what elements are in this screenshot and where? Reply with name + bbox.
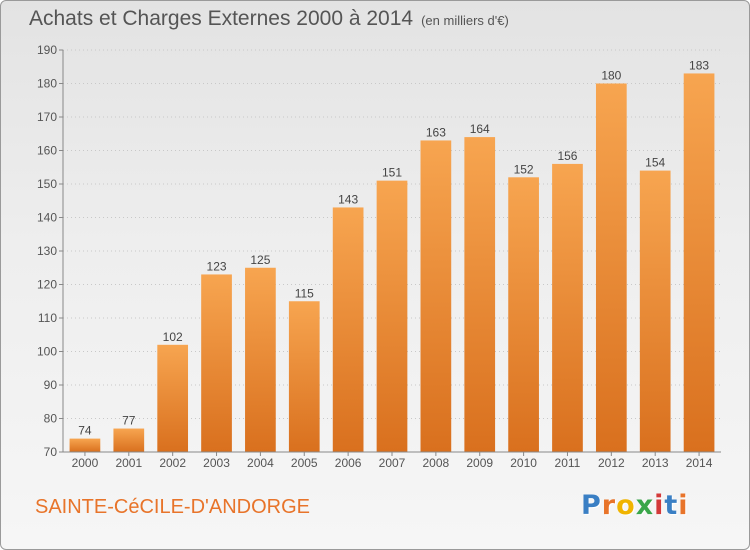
bar-value-label: 180 <box>601 69 621 83</box>
bar <box>595 83 627 452</box>
bar <box>288 301 320 452</box>
bar <box>639 170 671 452</box>
x-tick-label: 2006 <box>335 456 362 470</box>
x-tick-label: 2005 <box>291 456 318 470</box>
logo-letter: P <box>581 490 602 521</box>
chart-title-block: Achats et Charges Externes 2000 à 2014 (e… <box>29 7 509 31</box>
x-tick-label: 2004 <box>247 456 274 470</box>
bar-value-label: 152 <box>514 162 534 176</box>
bar <box>508 177 539 453</box>
logo-letter: r <box>601 490 617 521</box>
x-tick-label: 2014 <box>686 456 713 470</box>
y-tick-label: 130 <box>37 244 57 258</box>
x-tick-label: 2010 <box>510 456 537 470</box>
y-tick-label: 170 <box>37 110 57 124</box>
bar-value-label: 115 <box>295 286 314 300</box>
bar-value-label: 164 <box>470 122 490 136</box>
bar-value-label: 77 <box>122 414 136 428</box>
y-tick-label: 90 <box>44 378 58 392</box>
y-tick-label: 190 <box>37 43 57 57</box>
bar <box>69 438 101 452</box>
bar-value-label: 154 <box>645 156 665 170</box>
x-tick-label: 2009 <box>466 456 493 470</box>
bars <box>69 73 715 453</box>
logo-letter: x <box>635 490 655 521</box>
x-tick-label: 2011 <box>555 456 581 470</box>
bar <box>113 428 145 452</box>
x-tick-label: 2002 <box>159 456 186 470</box>
y-tick-label: 140 <box>37 211 57 225</box>
bar-value-label: 102 <box>163 330 183 344</box>
axes: 70 80 90 100 110 120 130 140 150 160 170 180 190 2000… <box>37 43 721 470</box>
bar <box>157 344 189 452</box>
y-tick-label: 100 <box>37 345 57 359</box>
y-tick-label: 110 <box>38 311 57 325</box>
x-tick-label: 2000 <box>72 456 99 470</box>
x-tick-label: 2003 <box>203 456 230 470</box>
bar <box>464 137 496 452</box>
bar-value-label: 74 <box>78 424 92 438</box>
chart-title: Achats et Charges Externes 2000 à 2014 <box>29 7 414 30</box>
bar <box>552 163 583 452</box>
bar-value-label: 123 <box>207 259 227 273</box>
chart-unit: (en milliers d'€) <box>421 13 509 28</box>
x-tick-label: 2001 <box>115 456 142 470</box>
bar-value-label: 163 <box>426 125 446 139</box>
data-labels: 74 77 102 123 125 115 143 151 163 164 152 156 180 154… <box>78 58 709 437</box>
x-tick-label: 2013 <box>642 456 669 470</box>
y-tick-label: 70 <box>44 445 58 459</box>
y-tick-label: 120 <box>37 278 57 292</box>
bar-value-label: 156 <box>557 149 577 163</box>
y-tick-label: 80 <box>44 412 58 426</box>
bar-value-label: 151 <box>382 166 402 180</box>
place-name: SAINTE-CéCILE-D'ANDORGE <box>35 496 310 518</box>
x-tick-label: 2008 <box>423 456 450 470</box>
bar <box>683 73 715 452</box>
bar <box>245 267 276 452</box>
logo-letter: t <box>664 490 679 521</box>
bar <box>376 180 408 452</box>
y-tick-label: 150 <box>37 177 57 191</box>
logo-letter: i <box>678 490 689 521</box>
proxiti-logo: Proxiti <box>581 490 689 521</box>
bar <box>420 140 452 452</box>
bar-value-label: 143 <box>338 192 358 206</box>
logo-letter: o <box>616 490 636 521</box>
x-tick-label: 2007 <box>379 456 406 470</box>
bar-value-label: 183 <box>689 58 709 72</box>
bar <box>332 207 364 452</box>
x-tick-label: 2012 <box>598 456 625 470</box>
bar-value-label: 125 <box>250 253 270 267</box>
y-tick-label: 180 <box>37 77 57 91</box>
bar <box>201 274 232 452</box>
logo-letter: i <box>654 490 665 521</box>
y-tick-label: 160 <box>37 144 57 158</box>
